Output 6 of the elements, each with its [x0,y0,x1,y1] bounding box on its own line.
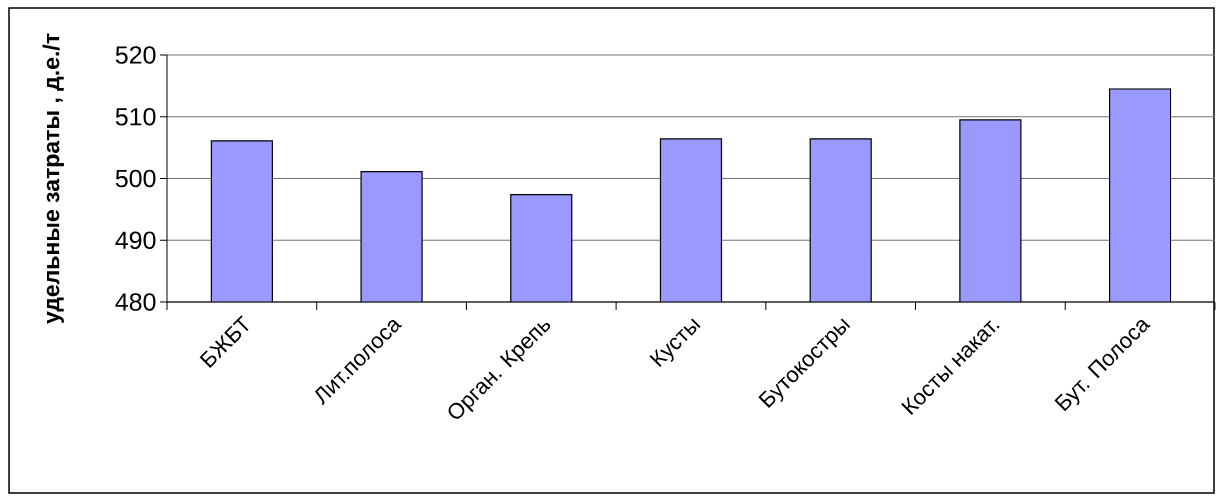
y-tick-label: 500 [115,169,156,188]
y-tick-label: 510 [115,107,156,126]
y-tick-label: 490 [115,231,156,250]
y-tick-label: 480 [115,293,156,311]
y-tick-label: 520 [115,46,156,64]
y-axis-title: удельные затраты , д.е./т [42,33,64,324]
